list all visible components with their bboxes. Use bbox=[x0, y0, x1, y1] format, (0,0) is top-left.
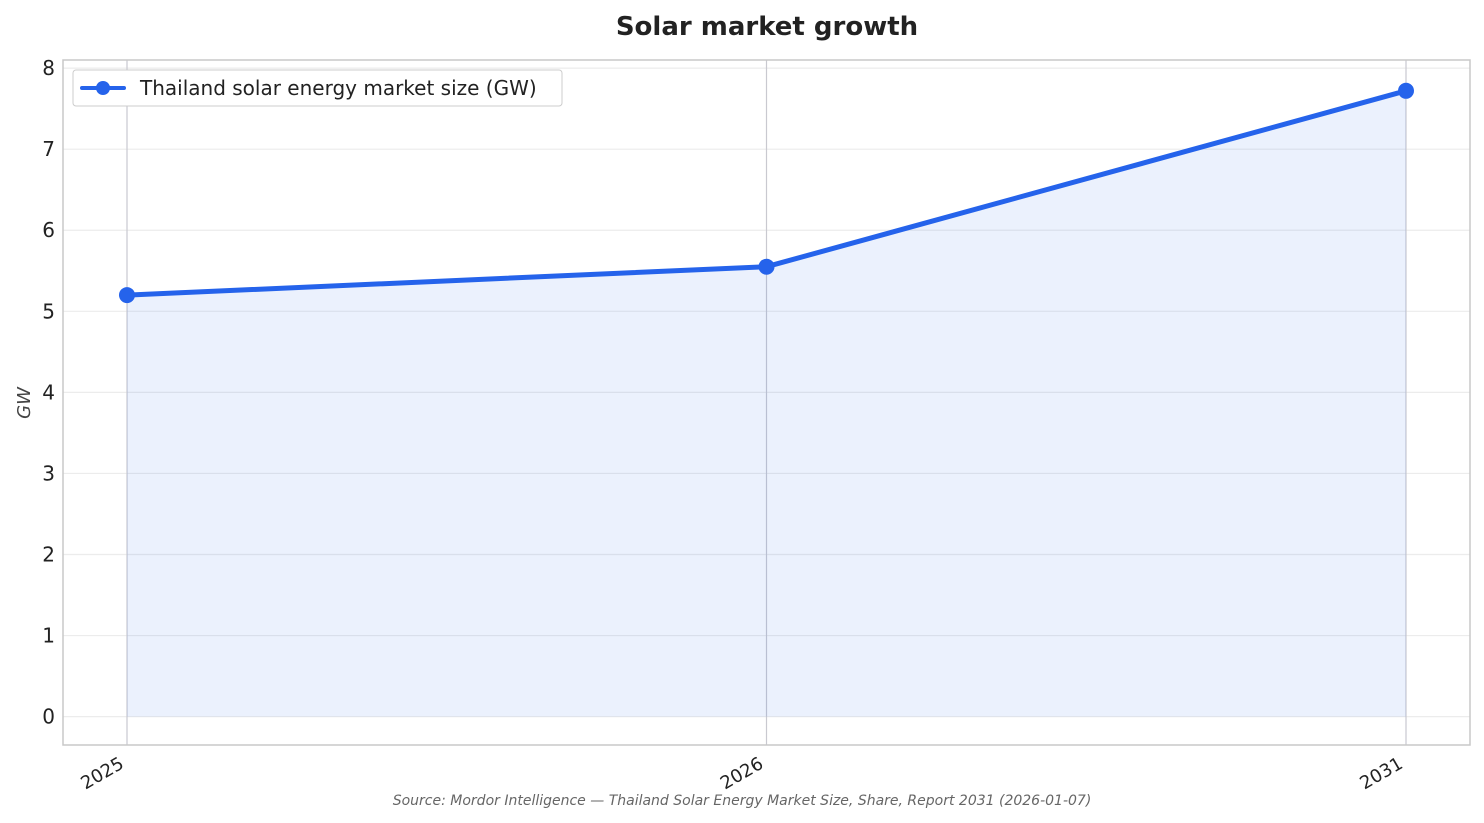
vertical-gridlines bbox=[126, 60, 1407, 745]
plot-frame bbox=[62, 59, 1471, 746]
y-tick-8: 8 bbox=[42, 56, 55, 80]
y-tick-labels: 0 1 2 3 4 5 6 7 8 bbox=[42, 56, 55, 729]
data-point-2026 bbox=[758, 258, 775, 275]
legend-marker-swatch bbox=[96, 81, 110, 95]
y-tick-6: 6 bbox=[42, 218, 55, 242]
legend: Thailand solar energy market size (GW) bbox=[72, 69, 563, 107]
series-area-fill bbox=[127, 90, 1406, 717]
y-tick-1: 1 bbox=[42, 624, 55, 648]
y-tick-2: 2 bbox=[42, 542, 55, 566]
x-tick-2031: 2031 bbox=[1356, 753, 1406, 794]
y-tick-7: 7 bbox=[42, 137, 55, 161]
legend-box bbox=[72, 69, 563, 107]
data-point-2031 bbox=[1398, 82, 1414, 99]
data-points bbox=[119, 82, 1414, 304]
y-tick-3: 3 bbox=[42, 461, 55, 485]
y-tick-5: 5 bbox=[42, 299, 55, 323]
chart-title: Solar market growth bbox=[616, 12, 918, 42]
data-point-2025 bbox=[119, 287, 135, 304]
x-tick-2025: 2025 bbox=[77, 753, 127, 794]
x-tick-labels: 2025 2026 2031 bbox=[77, 753, 1406, 794]
legend-label: Thailand solar energy market size (GW) bbox=[139, 76, 537, 100]
source-note: Source: Mordor Intelligence — Thailand S… bbox=[393, 793, 1092, 809]
y-tick-4: 4 bbox=[42, 380, 55, 404]
y-axis-label: GW bbox=[14, 386, 35, 419]
y-tick-0: 0 bbox=[42, 705, 55, 729]
x-tick-2026: 2026 bbox=[717, 753, 767, 794]
